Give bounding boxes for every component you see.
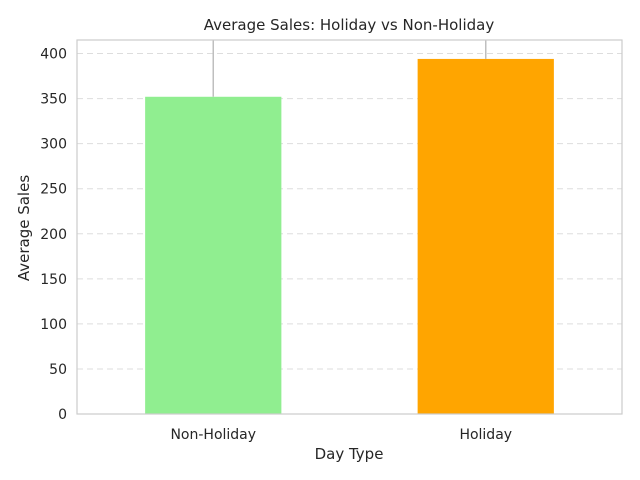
y-tick-label: 400: [40, 47, 67, 63]
y-tick-label: 350: [40, 92, 67, 108]
y-tick-label: 250: [40, 182, 67, 198]
y-tick-label: 100: [40, 317, 67, 333]
x-tick-labels: Non-Holiday Holiday: [170, 427, 512, 443]
error-bars: [212, 40, 487, 97]
bar-non-holiday: [145, 96, 282, 414]
plot-frame: [76, 39, 623, 415]
y-tick-label: 300: [40, 137, 67, 153]
chart-title: Average Sales: Holiday vs Non-Holiday: [204, 16, 495, 34]
y-tick-label: 200: [40, 227, 67, 243]
x-tick-label: Non-Holiday: [170, 427, 256, 443]
y-tick-labels: 0 50 100 150 200 250 300 350 400: [40, 47, 67, 423]
y-tick-label: 150: [40, 272, 67, 288]
bars: [145, 58, 554, 415]
y-tick-label: 50: [49, 362, 67, 378]
x-tick-label: Holiday: [459, 427, 512, 443]
x-axis-label: Day Type: [315, 445, 384, 463]
bar-holiday: [417, 58, 554, 415]
y-axis-label: Average Sales: [15, 175, 33, 281]
y-tick-label: 0: [58, 407, 67, 423]
